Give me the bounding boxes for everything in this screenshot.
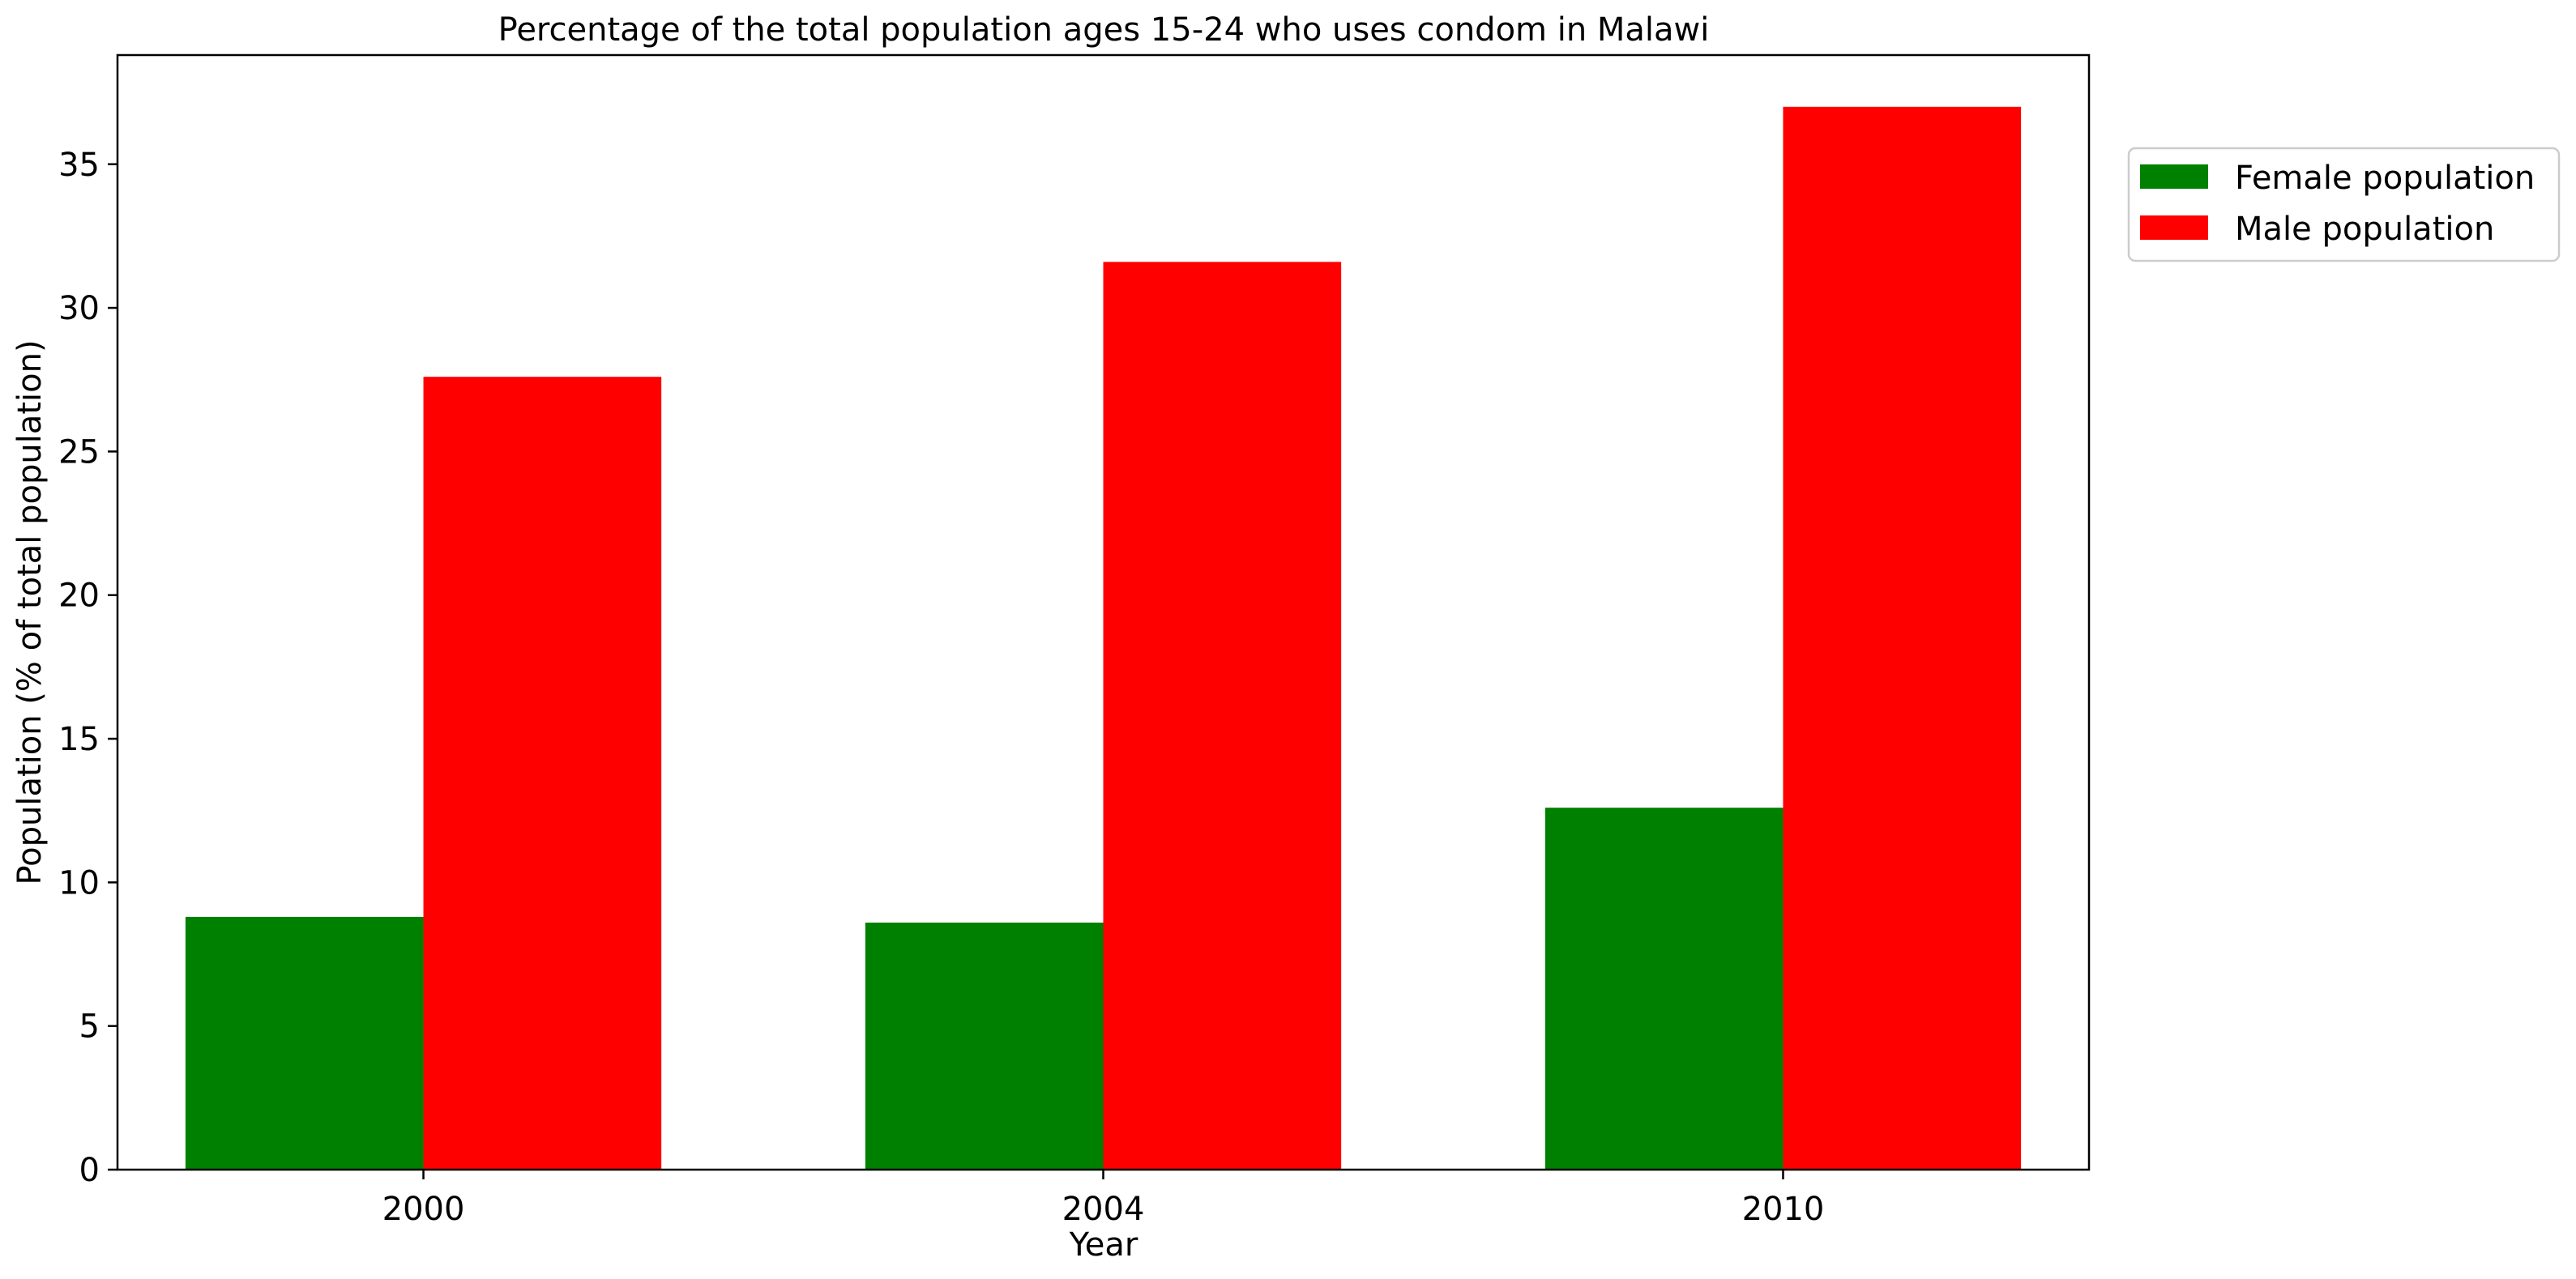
bar-female-2004 [865,923,1104,1170]
x-axis-label: Year [1069,1226,1138,1264]
y-tick-label: 20 [58,578,100,615]
chart-title: Percentage of the total population ages … [498,11,1710,49]
bar-male-2000 [423,377,662,1170]
x-tick-label-2010: 2010 [1742,1191,1825,1228]
y-tick-label: 15 [58,721,100,758]
legend-label-male: Male population [2235,211,2494,248]
bar-female-2000 [185,916,424,1170]
y-axis-label: Population (% of total population) [11,339,49,885]
legend: Female population Male population [2127,147,2561,262]
legend-swatch-male [2140,215,2208,240]
bar-male-2004 [1103,262,1342,1170]
y-tick-label: 0 [79,1152,100,1189]
y-axis: 0 5 10 15 20 25 30 35 [58,147,117,1189]
y-tick-label: 25 [58,433,100,471]
x-axis: 2000 2004 2010 [382,1170,1825,1228]
legend-label-female: Female population [2235,160,2535,197]
y-tick-label: 10 [58,864,100,902]
bar-male-2010 [1783,106,2022,1170]
y-tick-label: 5 [79,1008,100,1046]
y-tick-label: 35 [58,147,100,184]
x-tick-label-2004: 2004 [1062,1191,1145,1228]
legend-frame [2127,147,2561,262]
bar-female-2010 [1544,808,1784,1170]
y-tick-label: 30 [58,290,100,327]
bars-group [185,106,2022,1170]
legend-swatch-female [2140,164,2208,189]
x-tick-label-2000: 2000 [382,1191,465,1228]
